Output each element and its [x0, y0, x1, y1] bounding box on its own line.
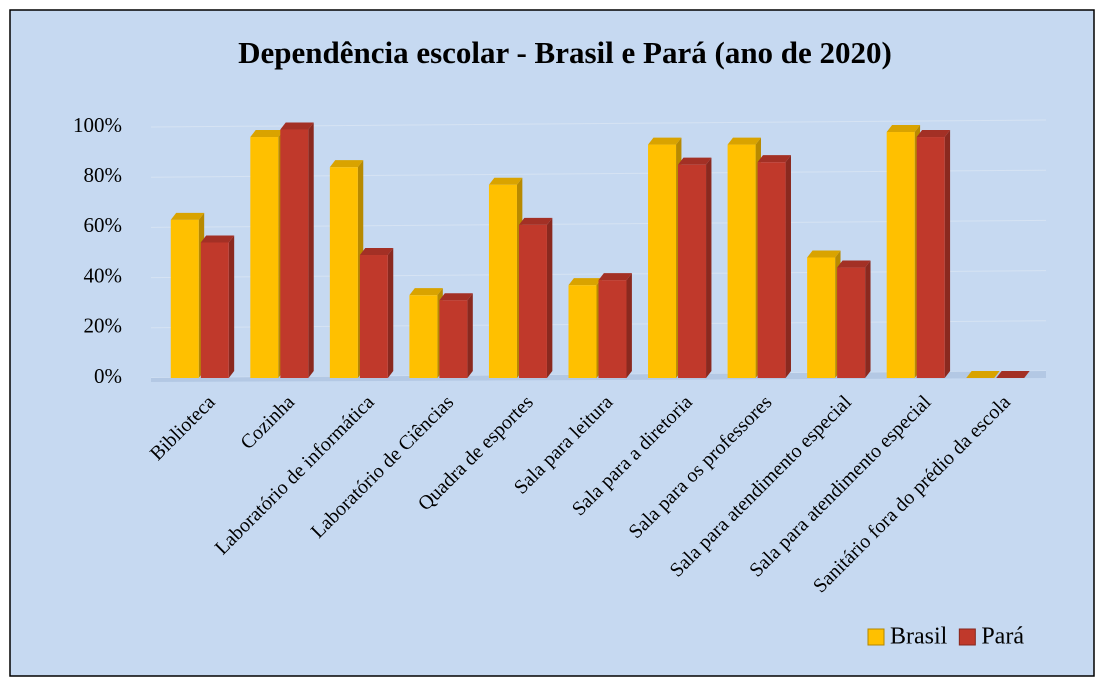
bar-top [678, 157, 712, 165]
bar-side [546, 217, 553, 378]
bar-top [598, 273, 632, 281]
bar-top [568, 278, 602, 286]
bar-top [359, 248, 394, 256]
bar-top [439, 293, 473, 301]
bar-top [200, 235, 235, 243]
bar [329, 167, 358, 378]
bar-side [626, 273, 632, 378]
legend-label: Pará [981, 624, 1024, 650]
bar [916, 137, 945, 378]
bar-top [916, 130, 951, 138]
bar-side [228, 235, 235, 378]
bar [837, 267, 866, 378]
bar [807, 257, 836, 378]
legend-swatch [958, 628, 976, 646]
bar-side [785, 155, 791, 378]
bar-top [250, 130, 284, 138]
bar-side [944, 130, 951, 378]
bar-top [280, 122, 314, 130]
bar [488, 184, 517, 378]
legend-swatch [867, 628, 885, 646]
chart-title: Dependência escolar - Brasil e Pará (ano… [238, 35, 892, 70]
bar-side [387, 248, 394, 378]
y-tick-label: 20% [84, 314, 123, 338]
bar [598, 280, 627, 378]
bar-side [706, 157, 712, 378]
bar-top [329, 160, 364, 168]
bar [250, 137, 279, 378]
bar [568, 285, 597, 378]
y-tick-label: 100% [73, 113, 122, 137]
bar-top [886, 125, 921, 133]
bar-top [837, 260, 871, 268]
bar [170, 219, 199, 378]
bar-top [488, 177, 523, 185]
bar-side [467, 293, 473, 378]
bar-side [308, 122, 314, 378]
bar [409, 295, 438, 378]
y-tick-label: 0% [94, 364, 122, 388]
bar [757, 162, 786, 378]
bar [200, 242, 229, 378]
bar-top [518, 217, 553, 225]
bar-top [966, 371, 1000, 378]
legend-label: Brasil [890, 624, 948, 650]
bar-top [727, 137, 761, 145]
y-tick-label: 80% [84, 163, 123, 187]
bar [518, 224, 547, 378]
y-tick-label: 40% [84, 263, 123, 287]
bar [727, 144, 756, 378]
bar [886, 132, 915, 378]
bar-top [996, 371, 1030, 378]
bar-top [648, 137, 682, 145]
bar [280, 129, 309, 378]
bar-top [170, 212, 205, 220]
bar [648, 144, 677, 378]
bar-top [757, 155, 791, 163]
bar [439, 300, 468, 378]
y-tick-label: 60% [84, 213, 123, 237]
bar-top [409, 288, 443, 296]
bar-side [865, 260, 871, 378]
bar [359, 255, 388, 378]
bar [678, 164, 707, 378]
bar-top [807, 250, 841, 258]
